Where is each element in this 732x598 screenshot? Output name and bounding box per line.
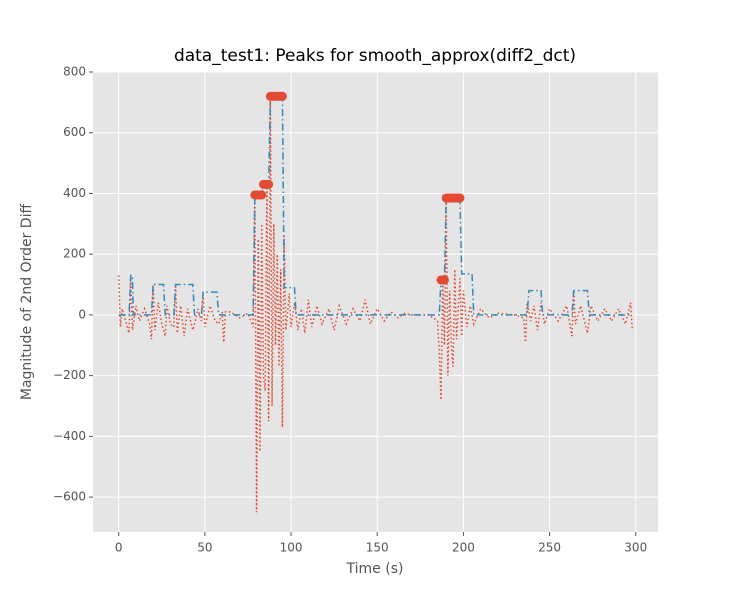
y-tick-label: −200 (53, 368, 86, 382)
y-tick-label: 800 (63, 65, 86, 79)
chart-title: data_test1: Peaks for smooth_approx(diff… (174, 46, 576, 66)
x-tick-label: 250 (538, 541, 561, 555)
y-tick-label: 0 (78, 307, 86, 321)
x-tick-label: 300 (624, 541, 647, 555)
x-tick-label: 150 (366, 541, 389, 555)
peak-marker (264, 179, 274, 189)
peak-marker (439, 275, 449, 285)
y-tick-label: −400 (53, 429, 86, 443)
y-tick-label: 200 (63, 247, 86, 261)
peak-marker (257, 190, 267, 200)
x-tick-label: 100 (280, 541, 303, 555)
x-tick-label: 50 (197, 541, 212, 555)
peak-marker (277, 91, 287, 101)
y-tick-label: 600 (63, 125, 86, 139)
y-tick-label: −600 (53, 490, 86, 504)
x-axis-label: Time (s) (346, 561, 404, 577)
plot-area (93, 72, 658, 532)
peak-marker (455, 193, 465, 203)
x-tick-label: 200 (452, 541, 475, 555)
y-axis-label: Magnitude of 2nd Order Diff (19, 204, 35, 401)
y-tick-label: 400 (63, 186, 86, 200)
line-series (118, 95, 633, 316)
x-tick-label: 0 (115, 541, 123, 555)
